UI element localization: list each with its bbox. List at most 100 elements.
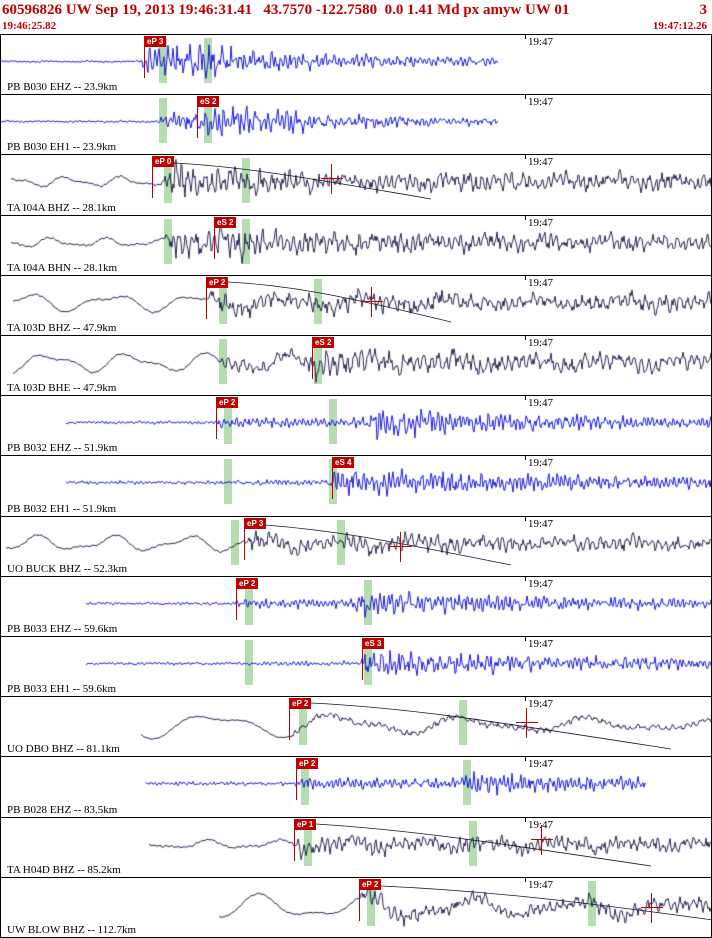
pick-flag[interactable]: eP 2 <box>236 577 259 589</box>
trace-row[interactable]: 19:47 eS 4 PB B032 EH1 -- 51.9km <box>1 456 711 517</box>
pick-flag[interactable]: eP 2 <box>289 698 312 710</box>
pick-line[interactable] <box>362 638 363 681</box>
waveform-canvas[interactable] <box>1 95 711 155</box>
waveform-canvas[interactable] <box>1 516 711 576</box>
pick-flag[interactable]: eP 2 <box>296 758 319 770</box>
time-tick <box>525 877 526 882</box>
pick-line[interactable] <box>152 156 153 199</box>
station-label: PB B033 EH1 -- 59.6km <box>7 683 117 696</box>
pick-flag[interactable]: eP 1 <box>294 818 317 830</box>
waveform-canvas[interactable] <box>1 576 711 636</box>
waveform-canvas[interactable] <box>1 637 711 697</box>
pick-flag[interactable]: eP 0 <box>152 156 175 168</box>
time-tick-label: 19:47 <box>528 156 554 169</box>
event-summary-row: 60596826 UW Sep 19, 2013 19:46:31.41 43.… <box>2 1 707 19</box>
waveform-canvas[interactable] <box>1 697 711 757</box>
waveform-canvas[interactable] <box>1 456 711 516</box>
time-tick-label: 19:47 <box>528 337 554 350</box>
trace-row[interactable]: 19:47 eS 2 TA I04A BHN -- 28.1km <box>1 215 711 276</box>
time-tick <box>525 396 526 401</box>
pick-label: eP 2 <box>299 759 316 769</box>
time-tick-label: 19:47 <box>528 517 554 530</box>
station-label: PB B030 EHZ -- 23.9km <box>7 81 118 94</box>
pick-label: eP 2 <box>239 578 256 588</box>
trace-row[interactable]: 19:47 eS 2 TA I03D BHE -- 47.9km <box>1 336 711 397</box>
trace-row[interactable]: 19:47 eP 2 UO DBO BHZ -- 81.1km <box>1 697 711 758</box>
pick-line[interactable] <box>144 36 145 78</box>
pick-line[interactable] <box>296 758 297 801</box>
predicted-arrival-marker <box>641 892 663 923</box>
time-tick <box>525 757 526 762</box>
waveform-canvas[interactable] <box>1 215 711 275</box>
window-end-time: 19:47:12.26 <box>652 20 707 32</box>
pick-line[interactable] <box>214 216 215 259</box>
pick-line[interactable] <box>206 276 207 319</box>
pick-label: eS 2 <box>315 338 332 348</box>
pick-label: eP 3 <box>147 37 164 46</box>
time-tick-label: 19:47 <box>528 758 554 771</box>
waveform-canvas[interactable] <box>1 155 711 215</box>
pick-line[interactable] <box>197 96 198 139</box>
time-tick <box>525 817 526 822</box>
pick-flag[interactable]: eP 3 <box>244 517 267 529</box>
station-label: UO DBO BHZ -- 81.1km <box>7 743 120 756</box>
time-tick <box>525 275 526 280</box>
pick-line[interactable] <box>236 577 237 620</box>
pick-flag[interactable]: eS 4 <box>332 457 355 469</box>
pick-line[interactable] <box>216 397 217 440</box>
station-label: PB B030 EH1 -- 23.9km <box>7 141 117 154</box>
pick-line[interactable] <box>294 818 295 861</box>
pick-flag[interactable]: eS 3 <box>362 638 385 650</box>
time-tick <box>525 576 526 581</box>
trace-row[interactable]: 19:47 eS 3 PB B033 EH1 -- 59.6km <box>1 637 711 698</box>
waveform-canvas[interactable] <box>1 275 711 335</box>
trace-row[interactable]: 19:47 eP 1 TA H04D BHZ -- 85.2km <box>1 817 711 878</box>
waveform-canvas[interactable] <box>1 757 711 817</box>
pick-line[interactable] <box>289 698 290 741</box>
waveform-canvas[interactable] <box>1 396 711 456</box>
pick-label: eP 0 <box>155 157 172 167</box>
waveform-canvas[interactable] <box>1 336 711 396</box>
traveltime-curve <box>380 885 711 920</box>
pick-label: eP 2 <box>292 699 309 709</box>
pick-flag[interactable]: eP 3 <box>144 36 167 47</box>
marker-vertical-line <box>541 824 542 855</box>
marker-vertical-line <box>526 708 527 739</box>
pick-flag[interactable]: eS 2 <box>312 337 335 349</box>
waveform-canvas[interactable] <box>1 817 711 877</box>
pick-label: eP 3 <box>247 518 264 528</box>
trace-row[interactable]: 19:47 eP 2 PB B032 EHZ -- 51.9km <box>1 396 711 457</box>
pick-line[interactable] <box>244 517 245 560</box>
traveltime-curve-path <box>310 702 672 750</box>
pick-flag[interactable]: eS 2 <box>197 96 220 108</box>
pick-label: eP 2 <box>219 398 236 408</box>
waveform-canvas[interactable] <box>1 35 711 94</box>
pick-line[interactable] <box>359 878 360 921</box>
pick-line[interactable] <box>312 337 313 380</box>
marker-horizontal-bar <box>641 906 663 908</box>
pick-label: eP 2 <box>209 277 226 287</box>
pick-line[interactable] <box>332 457 333 500</box>
waveform-canvas[interactable] <box>1 877 711 937</box>
traveltime-curve <box>173 163 432 200</box>
trace-row[interactable]: 19:47 eP 2 TA I03D BHZ -- 47.9km <box>1 275 711 337</box>
traveltime-curve <box>264 524 512 566</box>
time-tick <box>525 35 526 39</box>
pick-flag[interactable]: eP 2 <box>206 276 229 288</box>
trace-row[interactable]: 19:47 eP 2 PB B033 EHZ -- 59.6km <box>1 576 711 638</box>
trace-row[interactable]: 19:47 eS 2 PB B030 EH1 -- 23.9km <box>1 95 711 156</box>
trace-row[interactable]: 19:47 eP 2 PB B028 EHZ -- 83.5km <box>1 757 711 818</box>
station-label: TA I03D BHE -- 47.9km <box>7 382 117 395</box>
station-label: PB B033 EHZ -- 59.6km <box>7 623 118 636</box>
time-tick <box>525 215 526 220</box>
time-tick-label: 19:47 <box>528 36 554 48</box>
trace-row[interactable]: 19:47 eP 0 TA I04A BHZ -- 28.1km <box>1 155 711 216</box>
pick-flag[interactable]: eP 2 <box>216 397 239 409</box>
trace-row[interactable]: 19:47 eP 3 UO BUCK BHZ -- 52.3km <box>1 516 711 577</box>
trace-row[interactable]: 19:47 eP 3 PB B030 EHZ -- 23.9km <box>1 35 711 96</box>
predicted-arrival-marker <box>321 164 343 195</box>
pick-flag[interactable]: eS 2 <box>214 216 237 228</box>
trace-row[interactable]: 19:47 eP 2 UW BLOW BHZ -- 112.7km <box>1 877 711 937</box>
pick-flag[interactable]: eP 2 <box>359 878 382 890</box>
